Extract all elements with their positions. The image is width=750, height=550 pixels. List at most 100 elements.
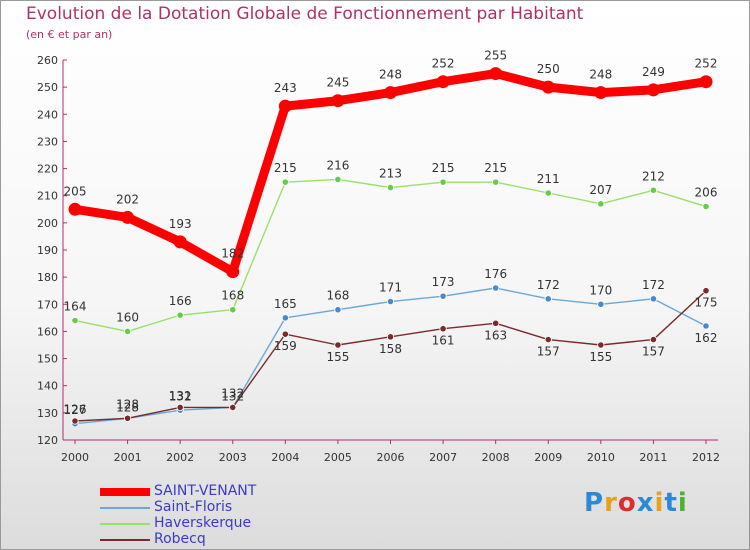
y-tick-label: 160 [37, 325, 58, 338]
data-point [229, 306, 237, 314]
legend-swatch-saint-venant [100, 488, 150, 496]
data-label: 176 [484, 267, 507, 281]
data-label: 213 [379, 167, 402, 181]
data-point [702, 322, 710, 330]
data-point [123, 414, 132, 422]
legend-label-haverskerque: Haverskerque [154, 515, 252, 531]
legend-swatch-haverskerque [100, 523, 150, 525]
data-label: 131 [169, 389, 192, 403]
y-tick-label: 120 [37, 434, 58, 447]
data-point [489, 67, 503, 81]
x-tick-label: 2001 [114, 451, 142, 464]
data-point [541, 80, 555, 94]
y-tick-label: 180 [37, 271, 58, 284]
data-label: 255 [484, 49, 507, 63]
x-tick-label: 2012 [692, 451, 720, 464]
data-point [71, 417, 79, 425]
data-point [386, 297, 395, 306]
data-label: 128 [116, 397, 139, 411]
data-label: 127 [64, 403, 87, 417]
data-label: 173 [432, 275, 455, 289]
y-tick-label: 190 [37, 244, 58, 257]
legend-label-saint-floris: Saint-Floris [154, 499, 233, 515]
x-tick-label: 2005 [324, 451, 352, 464]
data-point [439, 325, 447, 333]
data-label: 171 [379, 281, 402, 295]
data-label: 175 [695, 296, 718, 310]
data-point [492, 178, 500, 186]
logo-letter: x [636, 488, 655, 518]
data-label: 245 [326, 76, 349, 90]
data-label: 182 [221, 247, 244, 261]
data-label: 157 [537, 345, 560, 359]
chart-subtitle: (en € et par an) [26, 28, 113, 41]
y-tick-label: 150 [37, 353, 58, 366]
data-label: 215 [484, 161, 507, 175]
logo-letter: i [654, 488, 665, 518]
data-label: 249 [642, 65, 665, 79]
data-label: 252 [432, 57, 455, 71]
data-label: 252 [695, 57, 718, 71]
data-label: 155 [326, 350, 349, 364]
data-label: 158 [379, 342, 402, 356]
x-tick-label: 2006 [377, 451, 405, 464]
data-point [492, 284, 500, 292]
data-point [173, 235, 187, 249]
data-label: 166 [169, 294, 192, 308]
data-label: 157 [642, 345, 665, 359]
y-tick-label: 240 [37, 108, 58, 121]
data-label: 207 [589, 183, 612, 197]
y-tick-label: 250 [37, 81, 58, 94]
legend-label-saint-venant: SAINT-VENANT [154, 483, 257, 499]
data-point [597, 200, 605, 208]
data-point [544, 189, 552, 197]
data-point [123, 327, 132, 336]
y-tick-label: 260 [37, 54, 58, 67]
x-tick-label: 2010 [587, 451, 615, 464]
data-label: 170 [589, 283, 612, 297]
legend-swatch-robecq [100, 539, 150, 541]
data-point [334, 306, 342, 314]
y-tick-label: 230 [37, 135, 58, 148]
data-label: 163 [484, 328, 507, 342]
y-tick-label: 210 [37, 190, 58, 203]
chart-title: Evolution de la Dotation Globale de Fonc… [26, 4, 584, 24]
data-point [281, 314, 289, 322]
data-label: 155 [589, 350, 612, 364]
data-point [649, 186, 658, 194]
x-tick-label: 2011 [639, 451, 667, 464]
data-point [544, 335, 552, 344]
data-label: 126 [64, 403, 87, 417]
data-label: 243 [274, 81, 297, 95]
data-point [436, 75, 450, 89]
data-point [334, 175, 342, 184]
data-label: 159 [274, 339, 297, 353]
data-point [384, 86, 397, 100]
data-label: 172 [642, 278, 665, 292]
data-point [439, 178, 447, 186]
data-point [229, 403, 237, 412]
x-tick-label: 2009 [534, 451, 562, 464]
data-label: 211 [537, 172, 560, 186]
data-label: 193 [169, 217, 192, 231]
data-point [176, 403, 184, 412]
data-label: 132 [221, 389, 244, 403]
y-tick-label: 220 [37, 163, 58, 176]
data-point [331, 94, 345, 108]
data-label: 168 [326, 289, 349, 303]
y-tick-label: 140 [37, 380, 58, 393]
data-point [594, 86, 608, 100]
data-point [439, 292, 447, 300]
logo-letter: r [604, 488, 618, 518]
data-label: 248 [379, 68, 402, 82]
data-point [176, 311, 184, 319]
data-point [492, 319, 500, 327]
data-label: 206 [695, 186, 718, 200]
y-tick-label: 200 [37, 217, 58, 230]
data-point [121, 210, 135, 224]
data-point [597, 300, 605, 308]
data-point [544, 295, 552, 303]
data-point [649, 335, 658, 344]
data-point [386, 183, 395, 192]
x-tick-label: 2008 [482, 451, 510, 464]
